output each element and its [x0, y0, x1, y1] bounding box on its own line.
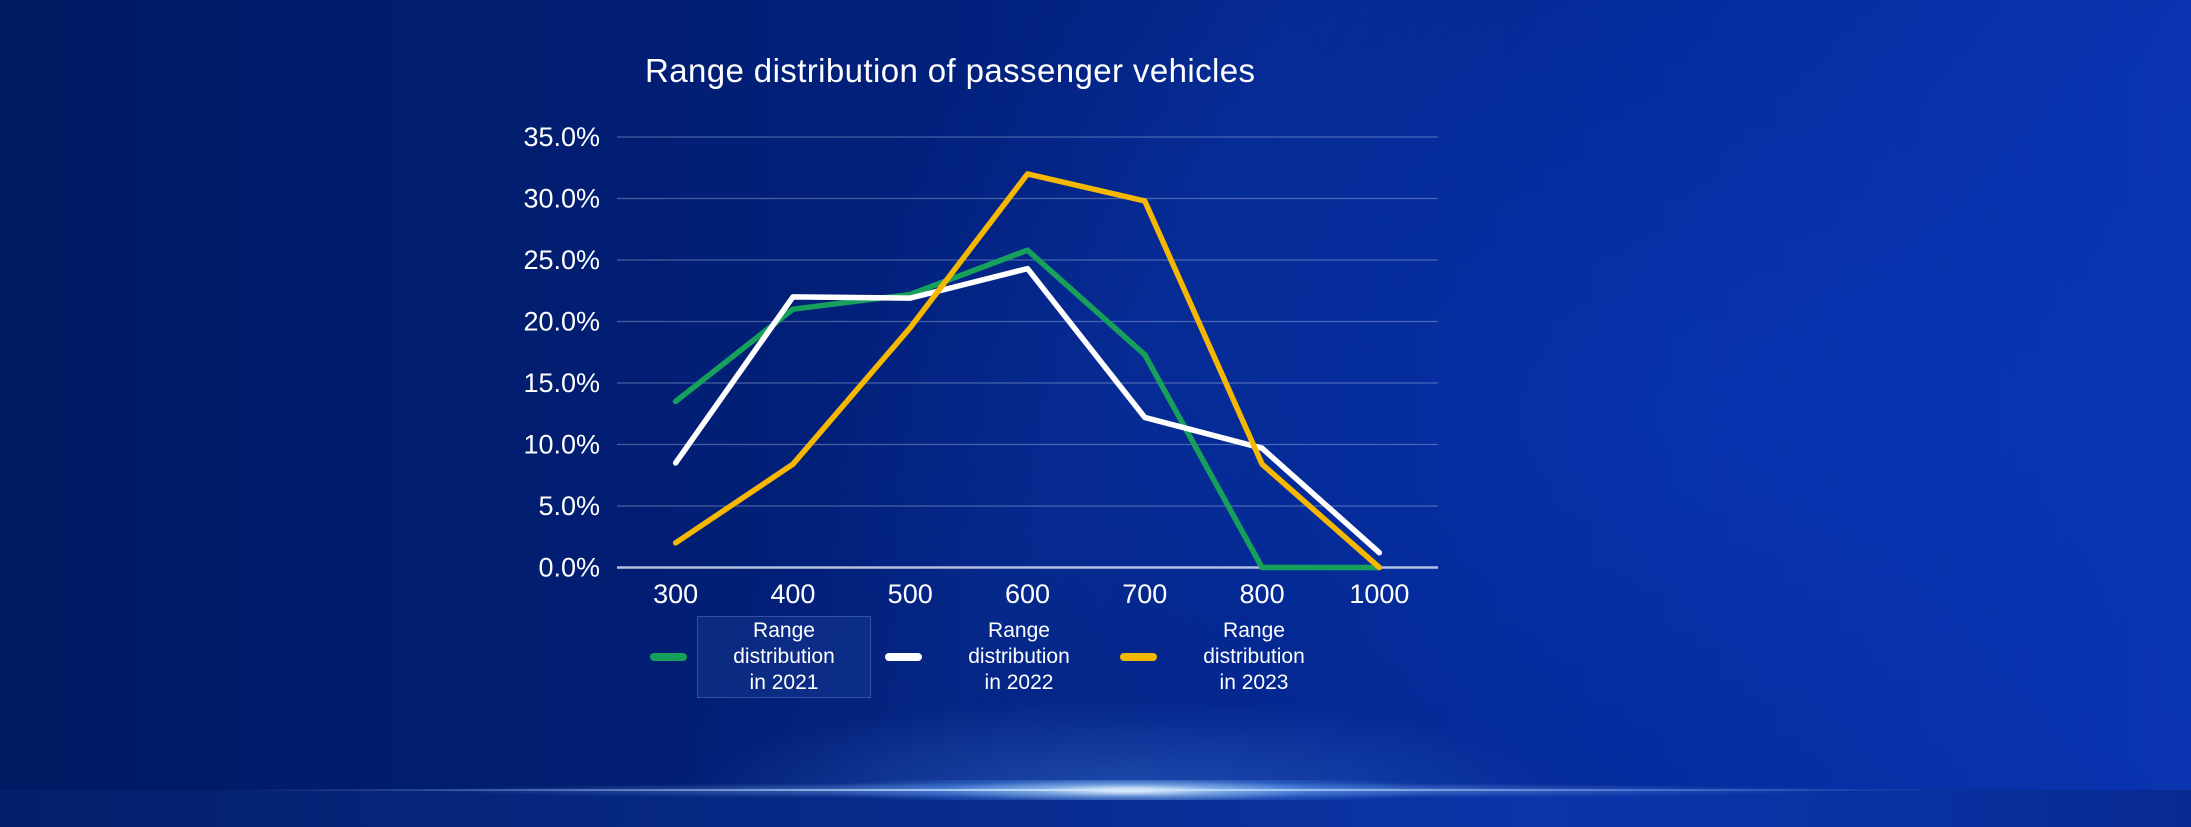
legend-swatch [1120, 653, 1157, 661]
x-tick-label: 800 [1240, 579, 1285, 609]
series-line-2021 [672, 247, 1383, 571]
light-streak [0, 780, 2191, 800]
x-tick-label: 300 [653, 579, 698, 609]
legend-label: Range distribution in 2023 [1203, 619, 1305, 694]
legend-item-2023[interactable]: Range distribution in 2023 [1120, 618, 1341, 696]
chart-title: Range distribution of passenger vehicles [645, 52, 1256, 89]
y-tick-label: 0.0% [538, 553, 600, 583]
legend-label: Range distribution in 2021 [697, 616, 871, 698]
series-line-2023 [672, 171, 1383, 571]
y-tick-label: 5.0% [538, 491, 600, 521]
y-tick-label: 30.0% [523, 184, 600, 214]
x-tick-label: 700 [1122, 579, 1167, 609]
line-chart-plot: 0.0% 5.0% 10.0% 15.0% 20.0% 25.0% 30.0% 35.0% 30… [523, 122, 1438, 609]
x-tick-label: 1000 [1349, 579, 1409, 609]
chart-legend: Range distribution in 2021 Range distribu… [650, 616, 1341, 698]
y-tick-label: 15.0% [523, 368, 600, 398]
legend-swatch [885, 653, 922, 661]
legend-swatch [650, 653, 687, 661]
legend-item-2022[interactable]: Range distribution in 2022 [885, 618, 1106, 696]
series-line-2022 [672, 265, 1383, 556]
y-tick-label: 20.0% [523, 307, 600, 337]
y-tick-label: 10.0% [523, 430, 600, 460]
x-tick-label: 400 [770, 579, 815, 609]
legend-label: Range distribution in 2022 [968, 619, 1070, 694]
y-tick-label: 25.0% [523, 245, 600, 275]
x-tick-label: 600 [1005, 579, 1050, 609]
x-tick-label: 500 [888, 579, 933, 609]
legend-item-2021[interactable]: Range distribution in 2021 [650, 616, 871, 698]
y-tick-label: 35.0% [523, 122, 600, 152]
